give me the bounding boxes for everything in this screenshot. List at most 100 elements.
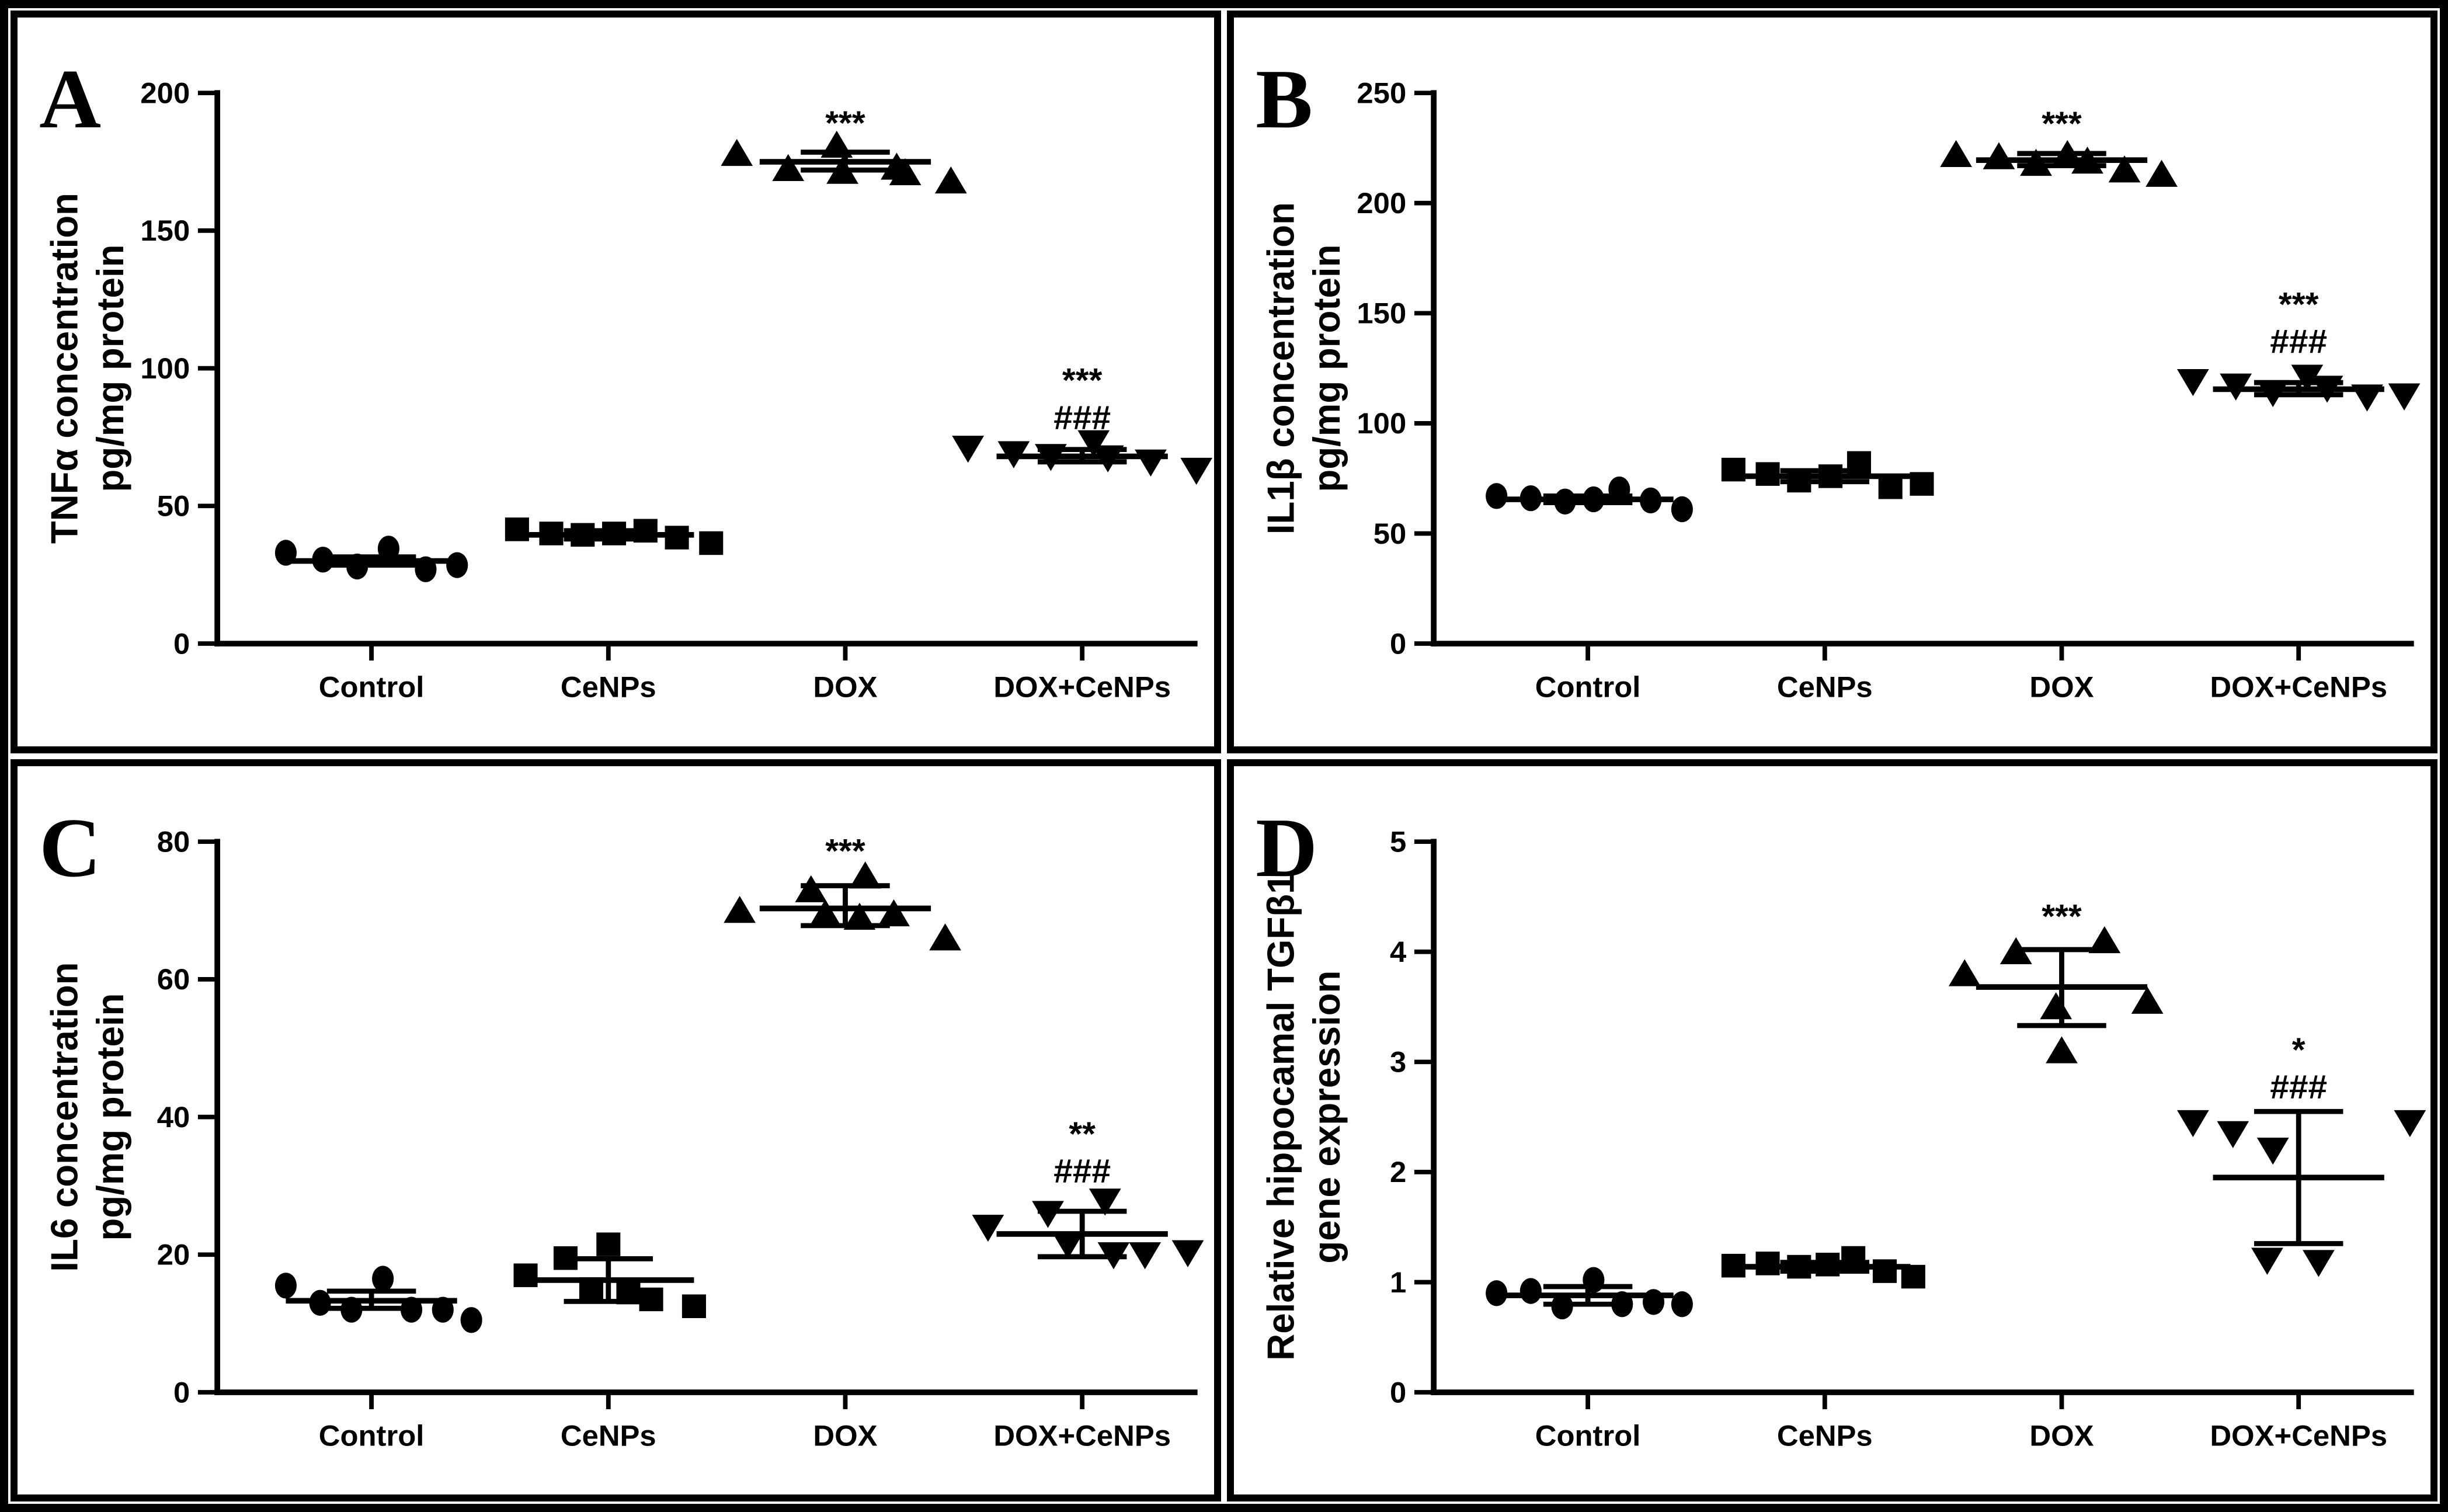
data-point-triangle-up <box>889 158 922 186</box>
data-point-circle <box>1551 1293 1573 1319</box>
data-point-triangle-up <box>2131 986 2164 1014</box>
data-point-circle <box>1519 485 1542 512</box>
data-point-square <box>1721 1253 1745 1277</box>
y-axis-label: Relative hippocamal TGFβ1 gene expression <box>1260 873 1348 1360</box>
data-point-triangle-up <box>2040 992 2073 1019</box>
data-point-square <box>513 1263 538 1287</box>
y-tick-label: 60 <box>157 962 190 996</box>
data-point-square <box>665 526 689 550</box>
category-label: CeNPs <box>561 670 656 704</box>
y-tick-label: 50 <box>1373 517 1407 550</box>
significance-label: *** <box>825 104 865 142</box>
data-point-square <box>553 1246 578 1270</box>
data-point-circle <box>377 536 399 562</box>
significance-label: *** <box>825 832 865 870</box>
data-point-square <box>1721 457 1745 482</box>
data-point-triangle-up <box>843 902 876 930</box>
data-point-square <box>602 522 627 545</box>
data-point-triangle-up <box>2146 159 2178 187</box>
data-point-triangle-down <box>2303 1249 2335 1277</box>
category-label: DOX <box>813 1419 877 1452</box>
data-point-triangle-up <box>724 895 756 923</box>
data-point-square <box>571 523 595 547</box>
data-point-triangle-up <box>1948 958 1981 986</box>
category-label: DOX+CeNPs <box>2210 1419 2387 1452</box>
axes <box>1431 838 2414 1395</box>
data-point-triangle-down <box>2351 384 2383 412</box>
significance-label: ### <box>2270 323 2327 361</box>
category-label: Control <box>319 670 425 704</box>
group-control <box>274 536 468 582</box>
data-point-circle <box>1611 1291 1633 1317</box>
category-label: Control <box>1535 670 1641 704</box>
chart-panel-a: A TNFα concentration pg/mg protein 0 50 100 15… <box>39 53 1213 704</box>
data-point-triangle-down <box>1077 430 1110 457</box>
group-control <box>1486 476 1693 523</box>
data-point-triangle-up <box>2051 140 2084 167</box>
significance-label: * <box>2292 1031 2306 1069</box>
group-cenps <box>1721 1246 1925 1288</box>
data-point-square <box>1818 464 1843 488</box>
group-dox: *** <box>1948 897 2164 1063</box>
y-tick-label: 0 <box>173 1375 190 1409</box>
y-axis-label: IL1β concentration pg/mg protein <box>1260 202 1348 534</box>
data-point-triangle-down <box>1089 1188 1121 1215</box>
y-axis-label-line: IL6 concentration <box>43 962 85 1271</box>
y-tick-label: 50 <box>157 489 190 523</box>
data-point-square <box>1787 1254 1811 1278</box>
data-point-triangle-down <box>2251 1247 2283 1275</box>
y-axis-label-line: gene expression <box>1305 970 1347 1263</box>
data-point-triangle-up <box>849 861 882 888</box>
data-point-triangle-up <box>1983 142 2015 169</box>
y-tick-label: 150 <box>1357 297 1406 330</box>
data-point-circle <box>1554 488 1576 515</box>
data-point-circle <box>400 1296 423 1323</box>
category-label: Control <box>319 1419 425 1452</box>
data-point-circle <box>1583 1267 1605 1293</box>
data-point-triangle-down <box>2311 376 2343 403</box>
data-point-triangle-down <box>1035 444 1067 471</box>
y-tick-label: 1 <box>1390 1266 1406 1299</box>
data-point-circle <box>460 1306 482 1333</box>
y-axis-label: IL6 concentration pg/mg protein <box>43 962 131 1271</box>
y-tick-label: 200 <box>1357 186 1406 220</box>
y-tick-label: 0 <box>1390 627 1406 661</box>
group-dox: *** <box>724 832 961 950</box>
group-dox-cenps: **### <box>972 1115 1204 1269</box>
data-point-triangle-down <box>2220 373 2252 401</box>
data-point-triangle-down <box>1180 457 1213 485</box>
category-label: DOX+CeNPs <box>993 1419 1171 1452</box>
data-point-triangle-up <box>820 130 853 158</box>
panel-letter: C <box>39 801 101 894</box>
y-tick-label: 250 <box>1357 77 1406 110</box>
chart-panel-b: B IL1β concentration pg/mg protein 0 50 100 15… <box>1256 53 2421 704</box>
data-point-circle <box>1608 476 1630 503</box>
group-cenps <box>505 517 724 555</box>
data-point-triangle-down <box>2388 383 2421 411</box>
y-axis-label-line: pg/mg protein <box>1305 245 1347 492</box>
significance-label: *** <box>2042 105 2082 142</box>
data-point-triangle-up <box>721 138 753 166</box>
category-label: CeNPs <box>561 1419 656 1452</box>
category-label: DOX <box>2029 1419 2094 1452</box>
y-tick-label: 0 <box>1390 1375 1406 1409</box>
data-point-triangle-down <box>1097 1242 1130 1269</box>
data-point-triangle-down <box>2176 1110 2209 1137</box>
panel-d: D Relative hippocamal TGFβ1 gene expressio… <box>1227 759 2437 1501</box>
significance-label: ### <box>1053 399 1111 437</box>
data-point-square <box>1755 462 1780 486</box>
data-point-triangle-up <box>2088 926 2121 953</box>
data-point-square <box>1816 1252 1840 1277</box>
panel-letter: B <box>1256 53 1313 146</box>
axes <box>1431 90 2414 646</box>
data-point-circle <box>432 1296 454 1323</box>
data-point-triangle-down <box>1052 1231 1084 1259</box>
y-axis-label-line: IL1β concentration <box>1260 202 1302 534</box>
data-point-square <box>539 522 564 545</box>
significance-label: ### <box>1053 1152 1111 1190</box>
data-point-circle <box>1640 487 1662 514</box>
data-point-circle <box>1642 1288 1665 1315</box>
data-point-circle <box>415 556 437 582</box>
